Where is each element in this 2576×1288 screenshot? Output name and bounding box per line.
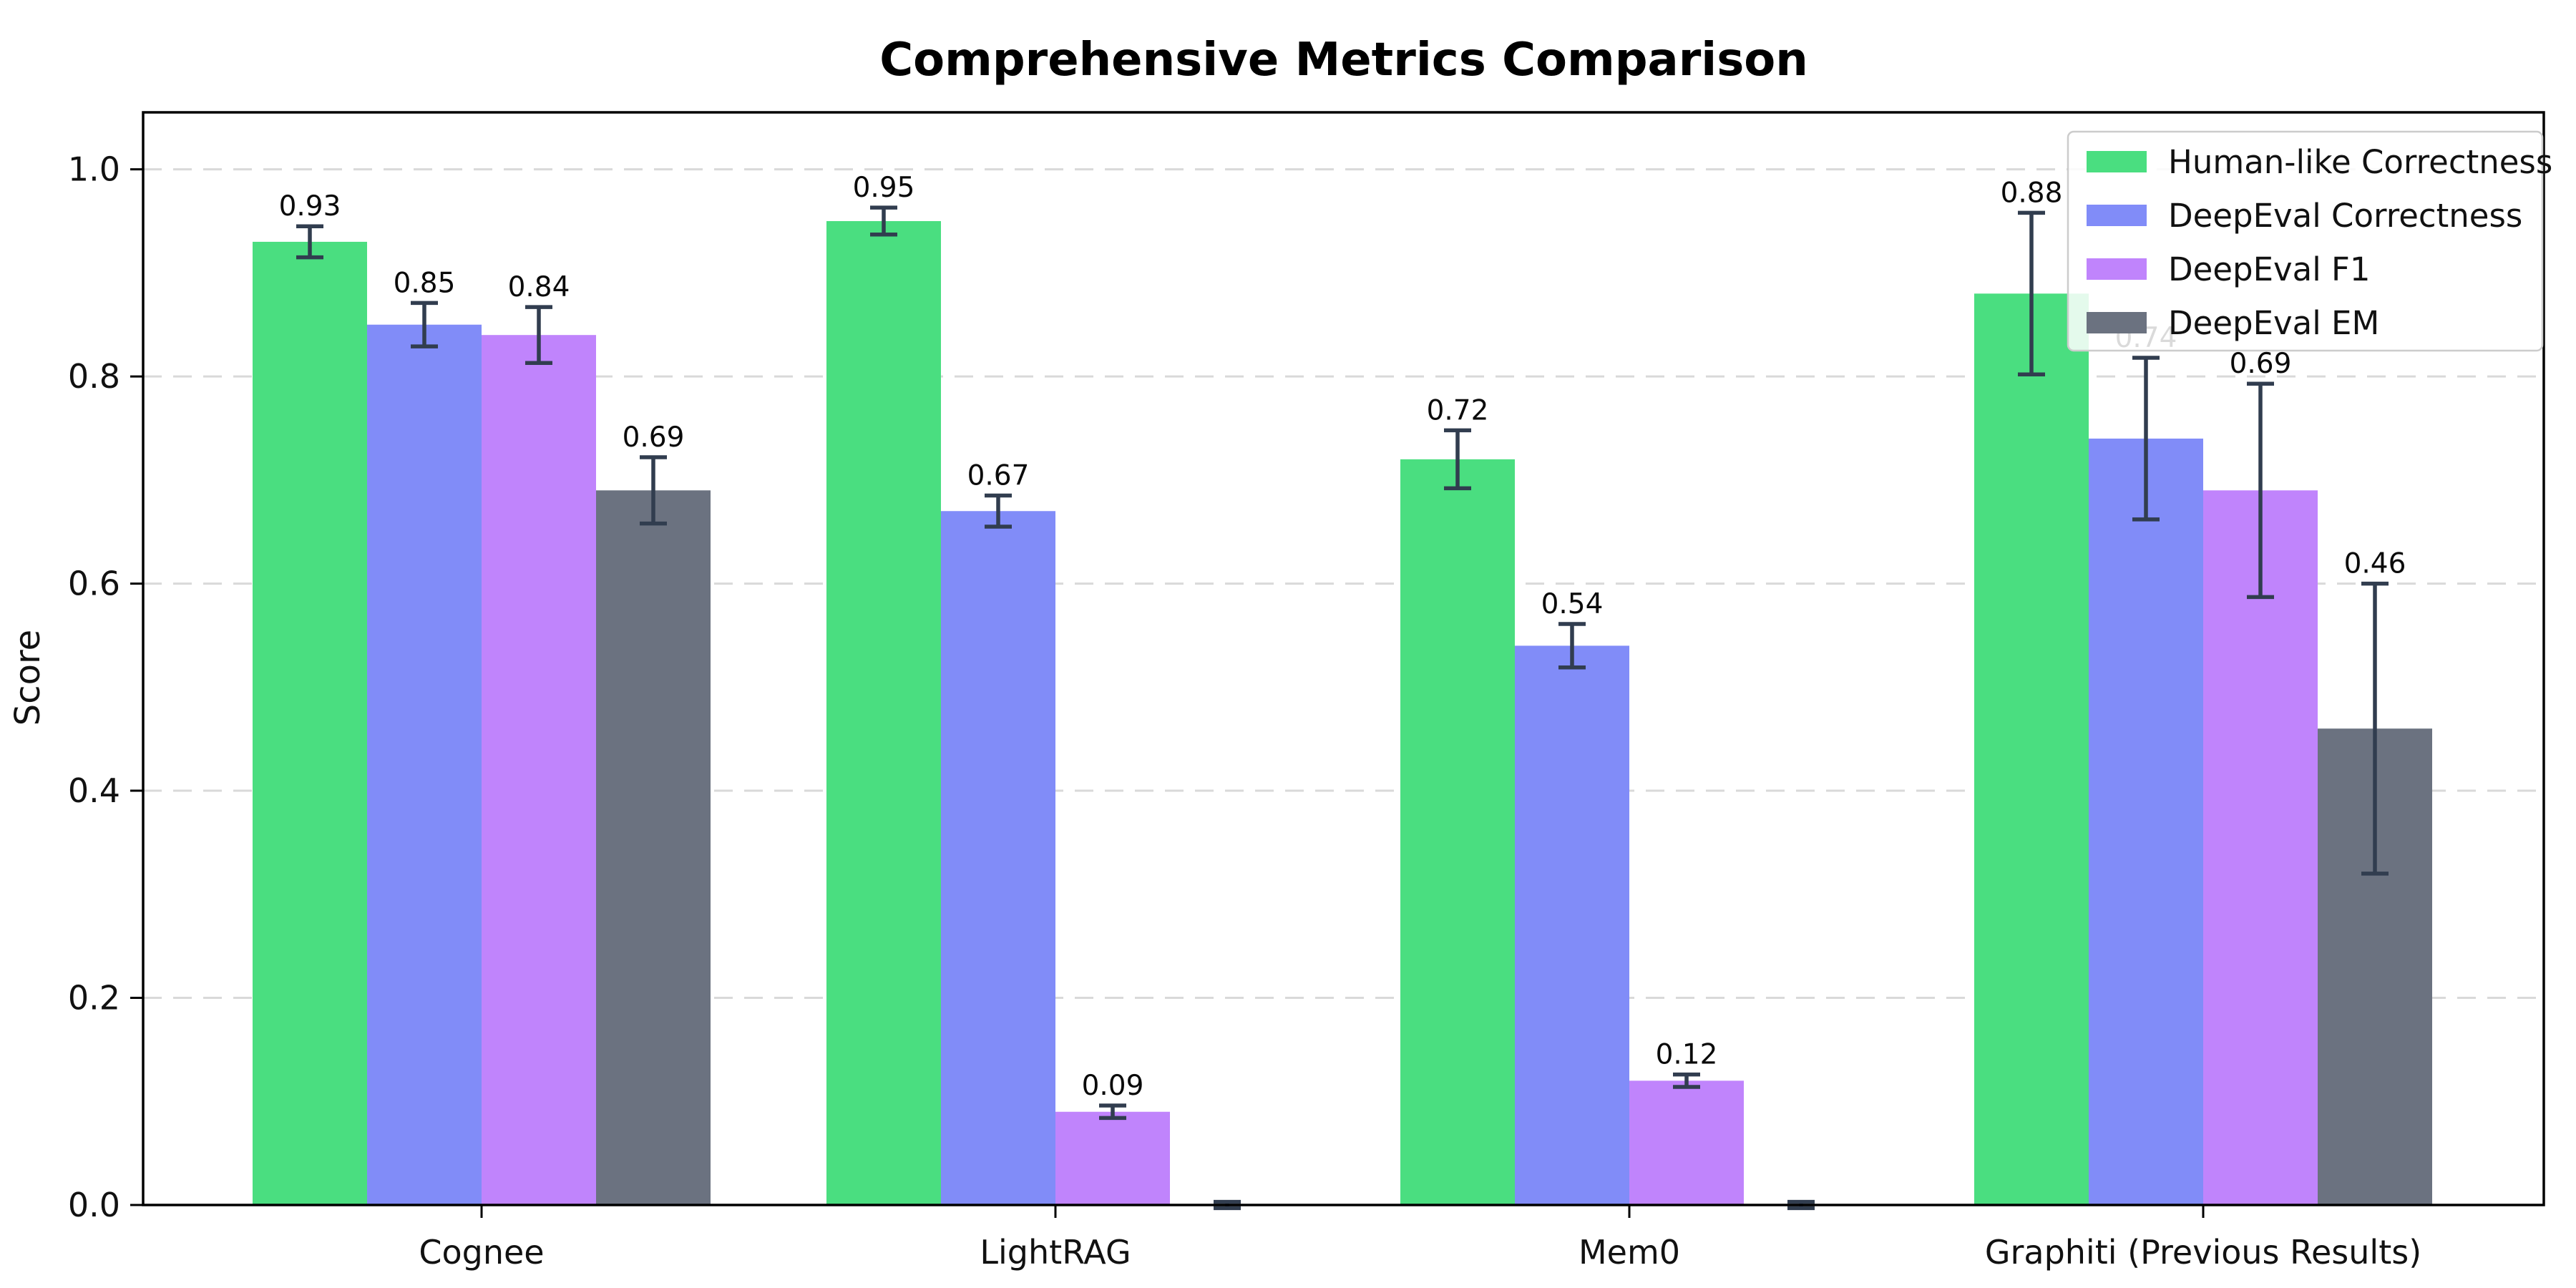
- legend-label: DeepEval Correctness: [2168, 197, 2522, 235]
- legend-box: [2067, 130, 2544, 352]
- plot-area: 0.930.950.720.880.850.670.540.740.840.09…: [68, 111, 2552, 1272]
- bar-lightrag-series-2: [1055, 1111, 1170, 1205]
- y-tick-label: 1.0: [68, 150, 120, 189]
- bar-value-label: 0.54: [1541, 588, 1604, 620]
- bar-mem0-series-2: [1629, 1080, 1744, 1205]
- bar-mem0-series-1: [1515, 645, 1629, 1205]
- bar-cognee-series-2: [482, 335, 596, 1205]
- legend-swatch: [2087, 151, 2147, 172]
- bar-value-label: 0.85: [394, 267, 456, 299]
- bar-value-label: 0.67: [967, 460, 1030, 492]
- y-tick-label: 0.0: [68, 1186, 120, 1224]
- legend-label: DeepEval EM: [2168, 304, 2379, 342]
- plot-border: [142, 111, 2545, 1206]
- bar-value-label: 0.46: [2344, 548, 2406, 580]
- legend-swatch: [2087, 312, 2147, 333]
- bar-value-label: 0.72: [1427, 394, 1489, 426]
- bar-mem0-series-0: [1400, 459, 1515, 1206]
- x-tick-label: Cognee: [419, 1233, 544, 1272]
- bar-graphiti-previous-results--series-0: [1974, 293, 2089, 1206]
- x-tick-label: Mem0: [1579, 1233, 1680, 1272]
- bar-value-label: 0.69: [2230, 348, 2292, 380]
- y-tick-label: 0.2: [68, 979, 120, 1018]
- x-tick-label: Graphiti (Previous Results): [1985, 1233, 2421, 1272]
- legend-swatch: [2087, 258, 2147, 280]
- x-tick-label: LightRAG: [980, 1233, 1131, 1272]
- bar-value-label: 0.69: [623, 421, 685, 454]
- bar-value-label: 0.88: [2001, 177, 2063, 209]
- y-axis-label: Score: [8, 630, 48, 726]
- y-tick-label: 0.6: [68, 565, 120, 603]
- bar-value-label: 0.84: [508, 271, 570, 303]
- bar-lightrag-series-0: [826, 220, 941, 1205]
- y-tick-label: 0.8: [68, 357, 120, 396]
- bar-cognee-series-0: [253, 241, 367, 1205]
- bar-value-label: 0.12: [1656, 1039, 1718, 1071]
- bar-value-label: 0.93: [279, 190, 341, 223]
- bar-cognee-series-1: [367, 324, 482, 1206]
- legend-swatch: [2087, 205, 2147, 226]
- legend-label: Human-like Correctness: [2168, 143, 2552, 181]
- legend-label: DeepEval F1: [2168, 250, 2371, 288]
- chart-title: Comprehensive Metrics Comparison: [879, 34, 1808, 87]
- bar-value-label: 0.09: [1082, 1070, 1144, 1102]
- bar-graphiti-previous-results--series-2: [2203, 490, 2318, 1205]
- bar-cognee-series-3: [596, 490, 711, 1205]
- legend: Human-like Correctness DeepEval Correctne…: [2067, 130, 2552, 352]
- bar-value-label: 0.95: [853, 172, 915, 204]
- bar-lightrag-series-1: [941, 511, 1055, 1205]
- bar-graphiti-previous-results--series-1: [2089, 438, 2203, 1205]
- y-tick-label: 0.4: [68, 771, 120, 810]
